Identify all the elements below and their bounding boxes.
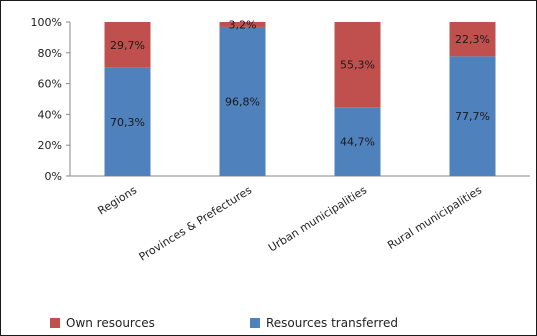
data-label: 3,2%	[229, 18, 257, 31]
chart-legend: Own resources Resources transferred	[40, 316, 530, 332]
y-tick-label: 100%	[31, 16, 62, 29]
bar-segment	[449, 56, 496, 177]
data-label: 77,7%	[455, 110, 490, 123]
y-tick-label: 60%	[38, 78, 62, 91]
legend-item-own-resources: Own resources	[50, 316, 155, 330]
x-tick-label: Urban municipalities	[266, 183, 369, 254]
bar-segment	[219, 26, 266, 177]
y-tick-label: 20%	[38, 139, 62, 152]
stacked-bar-chart: 0% 20% 40% 60% 80% 100% 70,3% 29,7% Regions 96,8%…	[31, 16, 530, 264]
y-tick-label: 80%	[38, 47, 62, 60]
bar-segment	[104, 22, 151, 68]
data-label: 29,7%	[110, 39, 145, 52]
legend-item-resources-transferred: Resources transferred	[250, 316, 398, 330]
data-label: 22,3%	[455, 33, 490, 46]
legend-label-own-resources: Own resources	[66, 316, 155, 330]
legend-swatch-own-resources	[50, 318, 60, 328]
data-label: 55,3%	[340, 59, 375, 72]
bar-segment	[334, 22, 381, 108]
bar-segment	[104, 67, 151, 176]
y-tick-label: 0%	[45, 170, 62, 183]
data-label: 70,3%	[110, 116, 145, 129]
data-label: 96,8%	[225, 95, 260, 108]
x-tick-label: Rural municipalities	[385, 183, 484, 252]
legend-label-resources-transferred: Resources transferred	[266, 316, 398, 330]
legend-swatch-resources-transferred	[250, 318, 260, 328]
x-tick-label: Regions	[95, 183, 139, 217]
x-tick-label: Provinces & Prefectures	[137, 183, 255, 263]
y-tick-label: 40%	[38, 108, 62, 121]
bar-segment	[334, 107, 381, 176]
data-label: 44,7%	[340, 136, 375, 149]
bar-segment	[449, 22, 496, 57]
bar-segment	[219, 22, 266, 27]
